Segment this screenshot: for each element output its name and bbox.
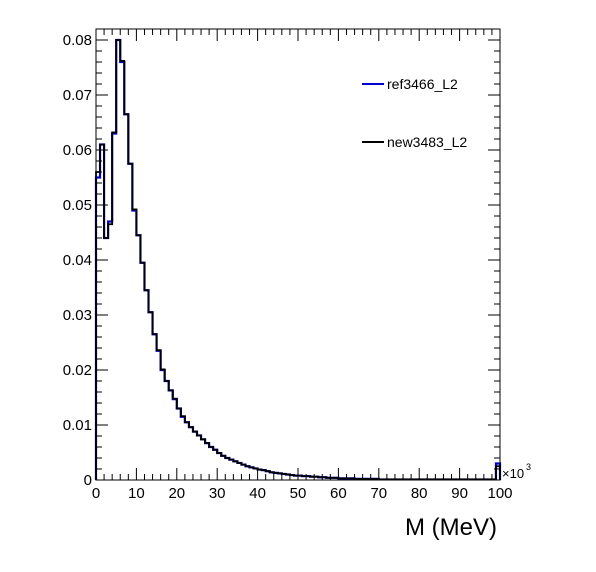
x-axis-title: M (MeV) <box>405 514 497 541</box>
y-tick-label: 0 <box>84 472 92 489</box>
x-tick-label: 90 <box>451 485 468 502</box>
x-axis-multiplier-exponent: 3 <box>526 462 531 472</box>
x-tick-label: 30 <box>209 485 226 502</box>
legend-label-ref: ref3466_L2 <box>387 76 458 92</box>
legend-box <box>356 60 486 165</box>
y-tick-label: 0.01 <box>63 417 92 434</box>
legend-label-new: new3483_L2 <box>387 134 467 150</box>
x-tick-label: 40 <box>249 485 266 502</box>
legend: ref3466_L2 new3483_L2 <box>356 60 486 165</box>
y-tick-label: 0.03 <box>63 307 92 324</box>
series-line-new3483_L2 <box>95 39 501 481</box>
x-tick-label: 80 <box>411 485 428 502</box>
y-tick-label: 0.05 <box>63 197 92 214</box>
y-tick-label: 0.07 <box>63 87 92 104</box>
x-tick-label: 70 <box>370 485 387 502</box>
x-tick-label: 100 <box>487 485 512 502</box>
y-tick-label: 0.04 <box>63 252 92 269</box>
axes-layer: 0 10 20 30 40 50 60 70 80 90 100 0 0.01 0.02 0.03 0.04 0… <box>63 28 513 502</box>
x-axis-multiplier: ×10 <box>502 466 524 481</box>
y-tick-label: 0.08 <box>63 32 92 49</box>
x-tick-label: 60 <box>330 485 347 502</box>
x-tick-label: 10 <box>128 485 145 502</box>
y-tick-label: 0.02 <box>63 362 92 379</box>
x-tick-label: 20 <box>168 485 185 502</box>
y-tick-label: 0.06 <box>63 142 92 159</box>
x-tick-label: 0 <box>92 485 100 502</box>
x-tick-label: 50 <box>290 485 307 502</box>
series-layer <box>94 38 502 481</box>
